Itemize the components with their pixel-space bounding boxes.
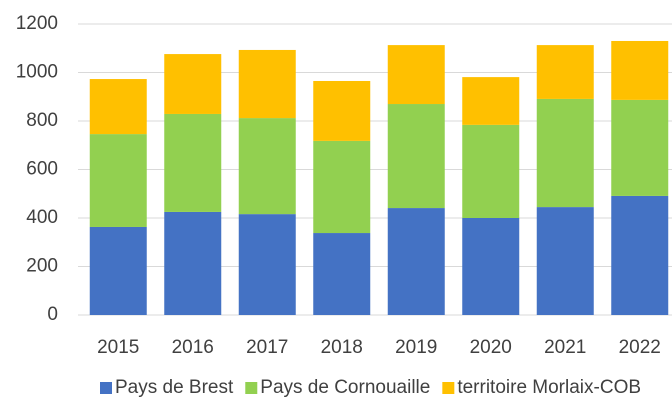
bar-segment	[387, 208, 445, 315]
bar-segment	[164, 54, 222, 114]
bar-segment	[89, 226, 147, 315]
bar-segment	[387, 45, 445, 105]
x-tick-label: 2018	[321, 337, 363, 358]
legend-label: territoire Morlaix-COB	[457, 377, 641, 398]
bar-segment	[611, 40, 669, 100]
bar-segment	[387, 104, 445, 209]
y-tick-label: 800	[26, 110, 58, 131]
x-tick-label: 2016	[172, 337, 214, 358]
bar-segment	[536, 98, 594, 208]
x-tick-label: 2017	[246, 337, 288, 358]
legend-label: Pays de Brest	[115, 377, 234, 398]
y-tick-label: 200	[26, 256, 58, 277]
bar-segment	[313, 140, 371, 234]
legend-label: Pays de Cornouaille	[260, 377, 430, 398]
bar-segment	[536, 207, 594, 315]
legend-swatch	[442, 382, 455, 394]
y-tick-label: 1200	[16, 13, 58, 34]
bar-segment	[313, 80, 371, 141]
bar-segment	[238, 214, 296, 315]
legend-swatch	[245, 382, 258, 394]
bar-segment	[611, 99, 669, 196]
bar-segment	[462, 218, 520, 315]
bar-segment	[313, 233, 371, 315]
bar-segment	[462, 77, 520, 125]
y-tick-label: 1000	[16, 62, 58, 83]
bar-segment	[164, 113, 222, 212]
bar-segment	[611, 195, 669, 315]
bar-segment	[89, 134, 147, 227]
bar-segment	[89, 79, 147, 135]
x-tick-label: 2021	[544, 337, 586, 358]
y-tick-label: 400	[26, 207, 58, 228]
bar-segment	[462, 124, 520, 218]
x-tick-label: 2020	[470, 337, 512, 358]
x-tick-label: 2015	[97, 337, 139, 358]
x-tick-label: 2019	[395, 337, 437, 358]
bar-segment	[164, 211, 222, 315]
y-tick-label: 0	[47, 304, 58, 325]
bar-segment	[238, 118, 296, 215]
legend-swatch	[100, 382, 112, 394]
y-tick-label: 600	[26, 159, 58, 180]
bar-segment	[536, 45, 594, 99]
x-tick-label: 2022	[619, 337, 661, 358]
bar-segment	[238, 49, 296, 119]
